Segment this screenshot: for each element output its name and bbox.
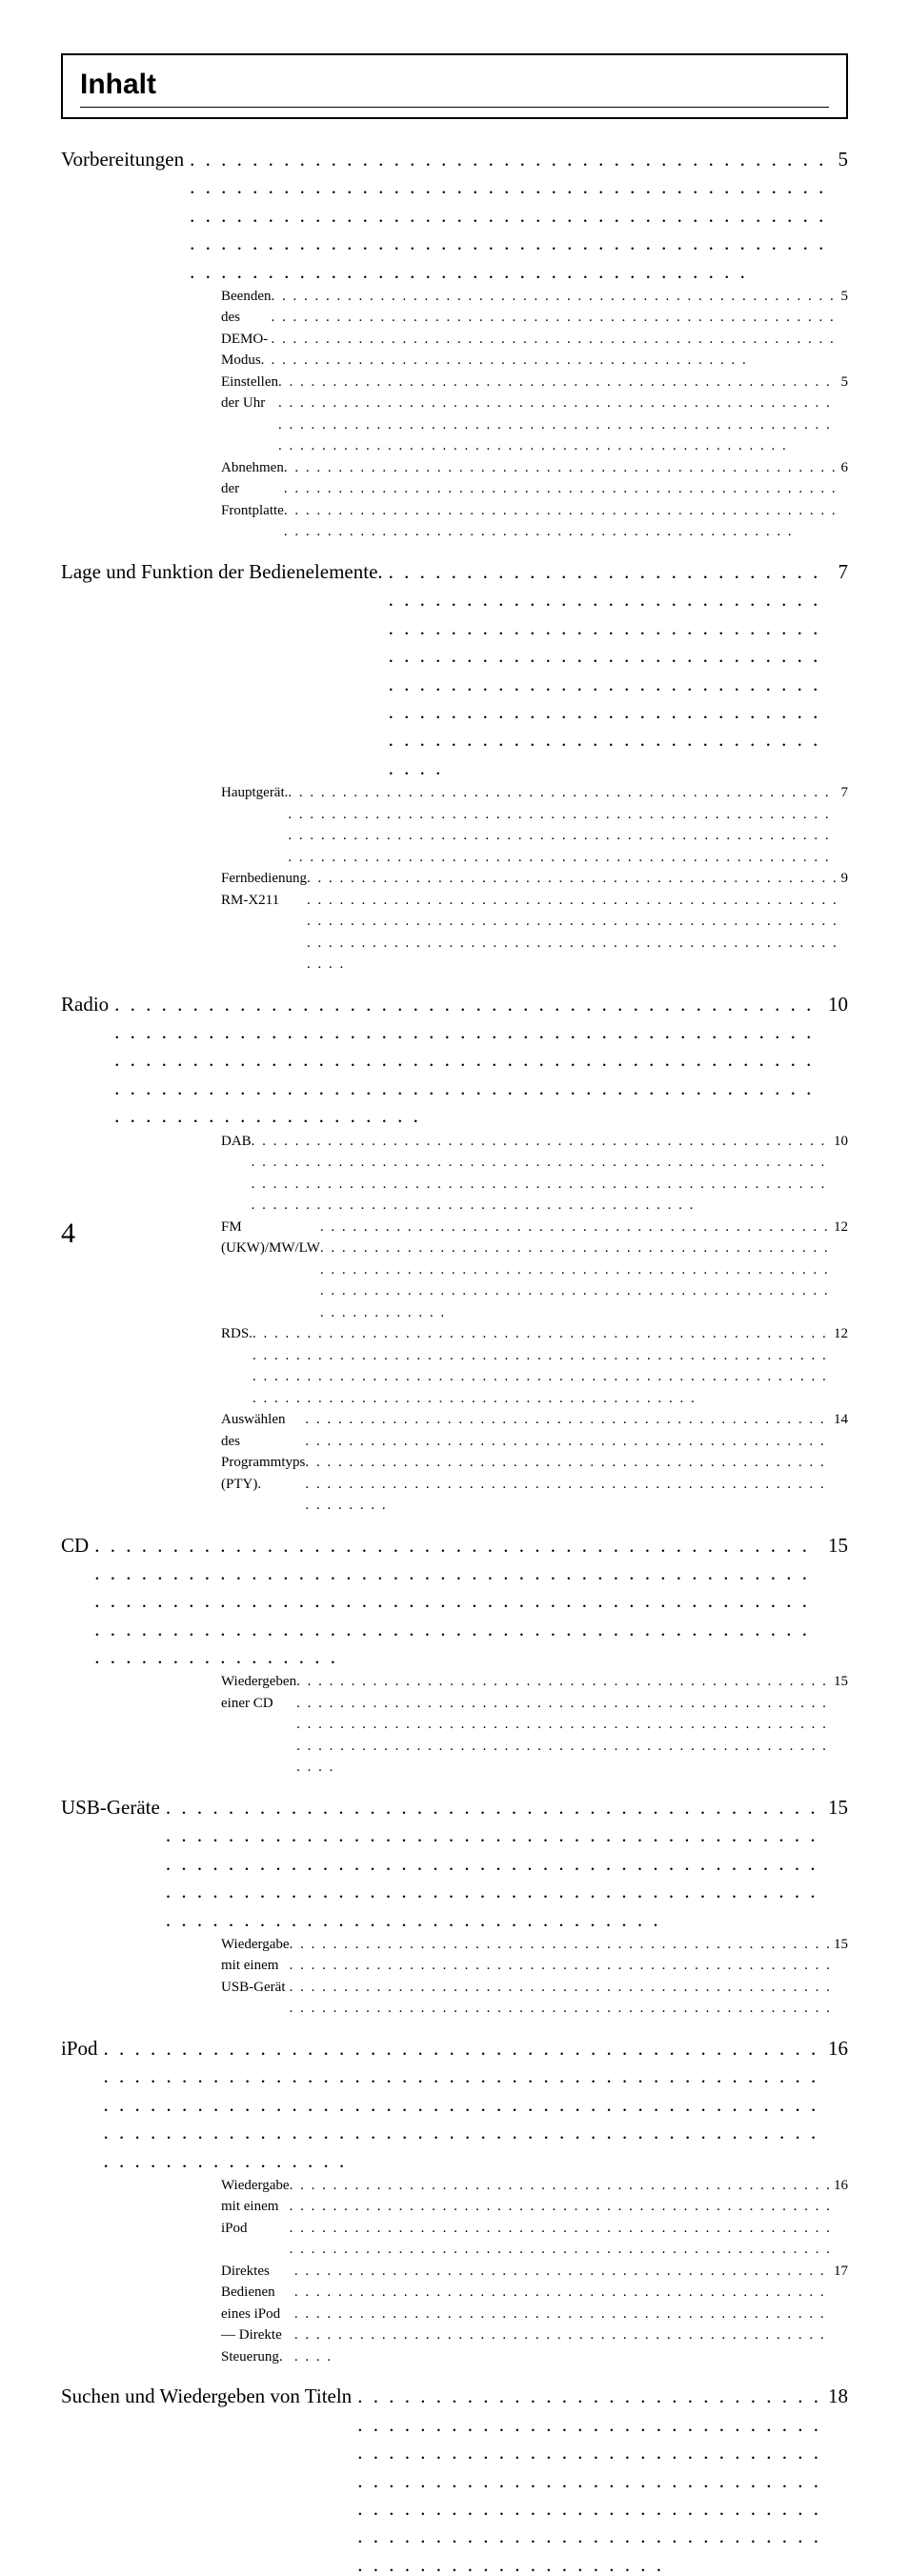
toc-level2-page: 15 (832, 1671, 848, 1693)
toc-leader: . . . . . . . . . . . . . . . . . . . . … (252, 1131, 832, 1217)
toc-level1-label: Suchen und Wiedergeben von Titeln (61, 2383, 352, 2410)
toc-level1-row: Suchen und Wiedergeben von Titeln . . . … (61, 2383, 848, 2576)
toc-leader: . . . . . . . . . . . . . . . . . . . . … (294, 2261, 832, 2368)
toc-level2-page: 12 (832, 1323, 848, 1345)
toc-level2-label: Wiedergeben einer CD (221, 1671, 296, 1714)
toc-level2-row: Abnehmen der Frontplatte. . . . . . . . … (61, 457, 848, 543)
toc-level2-row: DAB. . . . . . . . . . . . . . . . . . .… (61, 1131, 848, 1217)
toc-level2-row: Hauptgerät.. . . . . . . . . . . . . . .… (61, 782, 848, 868)
toc-leader: . . . . . . . . . . . . . . . . . . . . … (305, 1409, 832, 1517)
toc-level2-page: 5 (839, 286, 849, 308)
toc-section: Radio . . . . . . . . . . . . . . . . . … (61, 991, 848, 1517)
toc-leader: . . . . . . . . . . . . . . . . . . . . … (307, 868, 839, 976)
toc-level2-label: Fernbedienung RM-X211 (221, 868, 307, 911)
toc-level2-page: 6 (839, 457, 849, 479)
toc-level2-row: Wiedergeben einer CD. . . . . . . . . . … (61, 1671, 848, 1779)
toc-level1-label: Lage und Funktion der Bedienelemente. (61, 558, 383, 586)
toc-level2-label: Einstellen der Uhr (221, 372, 278, 414)
toc-level1-page: 7 (835, 558, 849, 586)
toc-level1-page: 15 (824, 1532, 848, 1560)
toc-level1-row: Radio . . . . . . . . . . . . . . . . . … (61, 991, 848, 1131)
title-box: Inhalt (61, 53, 848, 119)
toc-level1-page: 5 (835, 146, 849, 173)
toc-level1-row: iPod . . . . . . . . . . . . . . . . . .… (61, 2035, 848, 2175)
toc-level2-row: Wiedergabe mit einem iPod. . . . . . . .… (61, 2175, 848, 2261)
toc-level2-label: Hauptgerät. (221, 782, 288, 804)
toc-section: Vorbereitungen . . . . . . . . . . . . .… (61, 146, 848, 543)
toc-leader: . . . . . . . . . . . . . . . . . . . . … (290, 2175, 832, 2261)
toc-level2-row: Auswählen des Programmtyps (PTY).. . . .… (61, 1409, 848, 1517)
toc-level2-row: Wiedergabe mit einem USB-Gerät. . . . . … (61, 1934, 848, 2020)
toc-level1-page: 16 (824, 2035, 848, 2063)
toc-level1-label: USB-Geräte (61, 1794, 160, 1821)
toc-level2-page: 14 (832, 1409, 848, 1431)
toc-leader: . . . . . . . . . . . . . . . . . . . . … (271, 286, 838, 372)
toc-section: CD . . . . . . . . . . . . . . . . . . .… (61, 1532, 848, 1779)
toc-level1-page: 15 (824, 1794, 848, 1821)
toc-section: Lage und Funktion der Bedienelemente. . … (61, 558, 848, 976)
toc-leader: . . . . . . . . . . . . . . . . . . . . … (352, 2383, 824, 2576)
toc-level2-label: DAB (221, 1131, 252, 1153)
toc-leader: . . . . . . . . . . . . . . . . . . . . … (290, 1934, 832, 2020)
toc-level1-label: iPod (61, 2035, 98, 2063)
toc-level2-page: 16 (832, 2175, 848, 2197)
page-number: 4 (61, 1218, 75, 1250)
toc-level2-page: 7 (839, 782, 849, 804)
toc-leader: . . . . . . . . . . . . . . . . . . . . … (89, 1532, 824, 1672)
toc-leader: . . . . . . . . . . . . . . . . . . . . … (288, 782, 838, 868)
toc-level2-label: Abnehmen der Frontplatte (221, 457, 284, 522)
toc-section: iPod . . . . . . . . . . . . . . . . . .… (61, 2035, 848, 2367)
toc-level2-row: Fernbedienung RM-X211. . . . . . . . . .… (61, 868, 848, 976)
toc-level1-row: Vorbereitungen . . . . . . . . . . . . .… (61, 146, 848, 286)
toc-level1-page: 10 (824, 991, 848, 1018)
toc-leader: . . . . . . . . . . . . . . . . . . . . … (109, 991, 824, 1131)
toc-level2-row: FM (UKW)/MW/LW. . . . . . . . . . . . . … (61, 1217, 848, 1324)
toc-level2-page: 15 (832, 1934, 848, 1956)
toc-level1-label: Radio (61, 991, 109, 1018)
toc-level1-row: Lage und Funktion der Bedienelemente. . … (61, 558, 848, 782)
toc-leader: . . . . . . . . . . . . . . . . . . . . … (383, 558, 835, 782)
toc-level2-row: Einstellen der Uhr. . . . . . . . . . . … (61, 372, 848, 457)
toc-leader: . . . . . . . . . . . . . . . . . . . . … (284, 457, 839, 543)
page-title: Inhalt (80, 69, 829, 108)
toc-level2-label: Beenden des DEMO-Modus. (221, 286, 271, 372)
toc-level1-row: USB-Geräte . . . . . . . . . . . . . . .… (61, 1794, 848, 1934)
toc-level2-label: Wiedergabe mit einem iPod (221, 2175, 290, 2240)
toc-level2-page: 12 (832, 1217, 848, 1238)
table-of-contents: Vorbereitungen . . . . . . . . . . . . .… (61, 146, 848, 2576)
toc-leader: . . . . . . . . . . . . . . . . . . . . … (252, 1323, 832, 1409)
toc-level2-label: Auswählen des Programmtyps (PTY). (221, 1409, 305, 1495)
toc-level2-page: 5 (839, 372, 849, 393)
toc-level1-label: Vorbereitungen (61, 146, 184, 173)
toc-level2-page: 10 (832, 1131, 848, 1153)
toc-leader: . . . . . . . . . . . . . . . . . . . . … (296, 1671, 832, 1779)
toc-level2-row: RDS.. . . . . . . . . . . . . . . . . . … (61, 1323, 848, 1409)
toc-level2-label: Direktes Bedienen eines iPod — Direkte S… (221, 2261, 294, 2368)
toc-level2-row: Direktes Bedienen eines iPod — Direkte S… (61, 2261, 848, 2368)
toc-level2-page: 17 (832, 2261, 848, 2283)
toc-section: Suchen und Wiedergeben von Titeln . . . … (61, 2383, 848, 2576)
toc-level2-page: 9 (839, 868, 849, 890)
toc-level2-label: FM (UKW)/MW/LW (221, 1217, 320, 1259)
toc-section: USB-Geräte . . . . . . . . . . . . . . .… (61, 1794, 848, 2020)
toc-level1-page: 18 (824, 2383, 848, 2410)
toc-leader: . . . . . . . . . . . . . . . . . . . . … (184, 146, 834, 286)
toc-leader: . . . . . . . . . . . . . . . . . . . . … (98, 2035, 824, 2175)
toc-level1-label: CD (61, 1532, 89, 1560)
toc-level2-label: RDS. (221, 1323, 252, 1345)
toc-level2-label: Wiedergabe mit einem USB-Gerät (221, 1934, 290, 1999)
toc-level2-row: Beenden des DEMO-Modus.. . . . . . . . .… (61, 286, 848, 372)
toc-leader: . . . . . . . . . . . . . . . . . . . . … (278, 372, 839, 457)
toc-leader: . . . . . . . . . . . . . . . . . . . . … (320, 1217, 832, 1324)
toc-leader: . . . . . . . . . . . . . . . . . . . . … (160, 1794, 824, 1934)
toc-level1-row: CD . . . . . . . . . . . . . . . . . . .… (61, 1532, 848, 1672)
